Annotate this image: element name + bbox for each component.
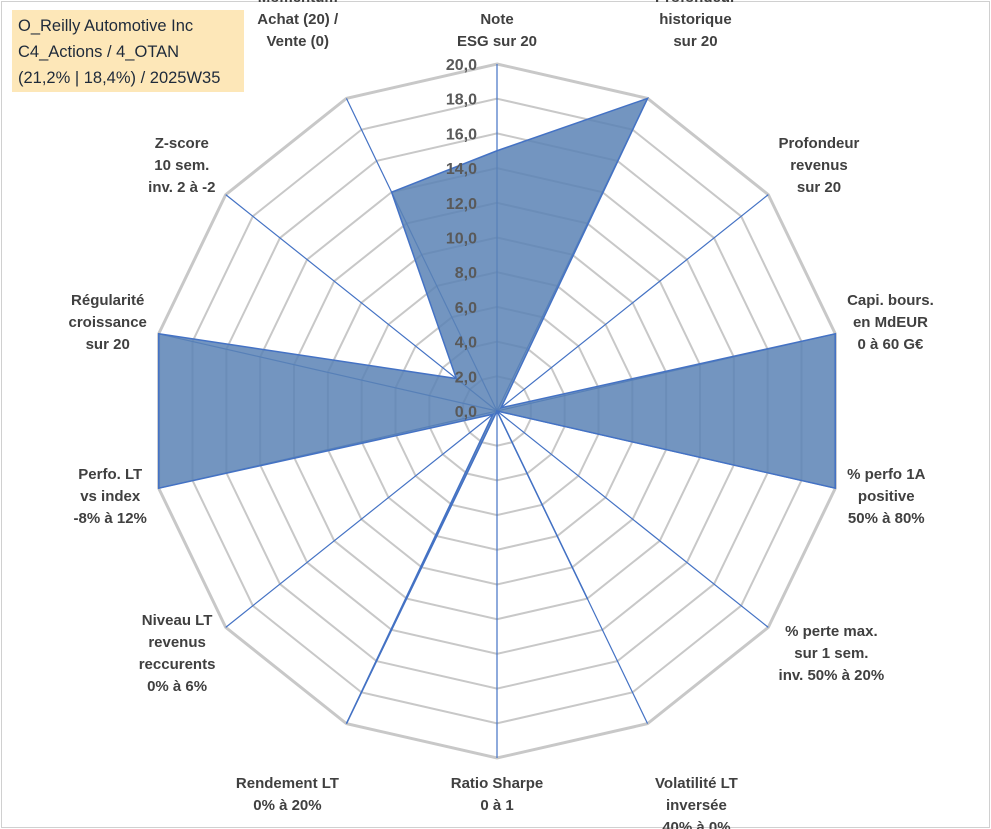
category-label-line: historique [659, 11, 732, 28]
info-line-stats: (21,2% | 18,4%) / 2025W35 [18, 69, 221, 87]
category-label-line: Ratio Sharpe [451, 775, 544, 792]
category-label-8: Rendement LT 0% à 20% [236, 775, 339, 814]
category-label-line: vs index [80, 488, 141, 505]
category-label-line: sur 20 [797, 179, 841, 196]
category-label-line: inv. 50% à 20% [779, 667, 885, 684]
category-label-9: Niveau LT revenus reccurents 0% à 6% [139, 612, 216, 695]
category-label-5: % perte max. sur 1 sem. inv. 50% à 20% [779, 623, 885, 684]
category-label-line: croissance [69, 314, 147, 331]
category-labels: Note ESG sur 20 Profondeur historique sur 20… [69, 0, 934, 829]
category-label-2: Profondeur revenus sur 20 [779, 135, 860, 196]
category-label-line: 0% à 20% [253, 797, 321, 814]
category-label-line: Achat (20) / [257, 11, 339, 28]
category-label-line: Rendement LT [236, 775, 339, 792]
category-label-0: Note ESG sur 20 [457, 11, 537, 50]
category-label-line: sur 1 sem. [794, 645, 868, 662]
category-label-line: reccurents [139, 656, 216, 673]
tick-label-8: 16,0 [446, 126, 477, 143]
category-label-line: Momentum [258, 0, 338, 6]
category-label-line: Niveau LT [142, 612, 213, 629]
spoke-5 [496, 410, 769, 628]
category-label-line: Perfo. LT [78, 466, 142, 483]
category-label-line: Profondeur [655, 0, 736, 6]
category-label-line: Vente (0) [266, 33, 329, 50]
category-label-line: Capi. bours. [847, 292, 934, 309]
spoke-9 [225, 410, 498, 628]
category-label-line: % perfo 1A [847, 466, 926, 483]
category-label-line: 0 à 1 [480, 797, 513, 814]
category-label-line: sur 20 [86, 336, 130, 353]
radial-tick-labels: 0,0 2,0 4,0 6,0 8,0 10,0 12,0 14,0 16,0 18,0 20,0 [446, 57, 477, 421]
category-label-4: % perfo 1A positive 50% à 80% [847, 466, 926, 527]
category-label-line: 10 sem. [154, 157, 209, 174]
category-label-line: -8% à 12% [74, 510, 147, 527]
category-label-line: ESG sur 20 [457, 33, 537, 50]
category-label-13: Momentum Achat (20) / Vente (0) [257, 0, 339, 50]
category-label-6: Volatilité LT inversée 40% à 0% [655, 775, 738, 829]
category-label-line: revenus [790, 157, 848, 174]
category-label-line: Note [480, 11, 513, 28]
category-label-7: Ratio Sharpe 0 à 1 [451, 775, 544, 814]
category-label-12: Z-score 10 sem. inv. 2 à -2 [148, 135, 215, 196]
category-label-line: inv. 2 à -2 [148, 179, 215, 196]
category-label-line: positive [858, 488, 915, 505]
tick-label-6: 12,0 [446, 196, 477, 213]
category-label-line: 40% à 0% [662, 819, 730, 829]
tick-label-4: 8,0 [455, 265, 477, 282]
category-label-11: Régularité croissance sur 20 [69, 292, 147, 353]
info-line-category: C4_Actions / 4_OTAN [18, 43, 180, 61]
category-label-line: Volatilité LT [655, 775, 738, 792]
chart-info-box: O_Reilly Automotive Inc C4_Actions / 4_O… [12, 10, 244, 92]
category-label-line: 0% à 6% [147, 678, 207, 695]
category-label-line: Z-score [155, 135, 209, 152]
spoke-12 [225, 194, 498, 412]
category-label-line: 50% à 80% [848, 510, 925, 527]
tick-label-1: 2,0 [455, 369, 477, 386]
category-label-line: 0 à 60 G€ [857, 336, 924, 353]
tick-label-2: 4,0 [455, 335, 477, 352]
tick-label-0: 0,0 [455, 404, 477, 421]
category-label-line: Profondeur [779, 135, 860, 152]
tick-label-3: 6,0 [455, 300, 477, 317]
spoke-2 [496, 194, 769, 412]
category-label-line: Régularité [71, 292, 144, 309]
info-line-company: O_Reilly Automotive Inc [18, 17, 194, 35]
category-label-1: Profondeur historique sur 20 [655, 0, 736, 50]
tick-label-10: 20,0 [446, 57, 477, 74]
tick-label-9: 18,0 [446, 92, 477, 109]
category-label-3: Capi. bours. en MdEUR 0 à 60 G€ [847, 292, 934, 353]
tick-label-7: 14,0 [446, 161, 477, 178]
category-label-line: revenus [148, 634, 206, 651]
category-label-line: inversée [666, 797, 727, 814]
category-label-line: % perte max. [785, 623, 878, 640]
category-label-line: sur 20 [673, 33, 717, 50]
category-label-10: Perfo. LT vs index -8% à 12% [74, 466, 147, 527]
tick-label-5: 10,0 [446, 231, 477, 248]
radar-series [157, 97, 837, 724]
category-label-line: en MdEUR [853, 314, 928, 331]
